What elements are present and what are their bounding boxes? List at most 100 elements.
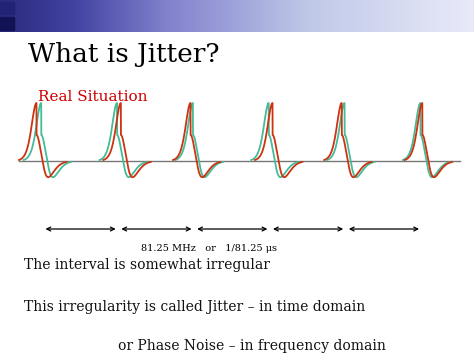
Bar	[264, 0, 265, 32]
Bar	[22, 0, 24, 32]
Bar	[446, 0, 447, 32]
Bar	[199, 0, 201, 32]
Bar	[110, 0, 112, 32]
Bar	[217, 0, 218, 32]
Bar	[428, 0, 430, 32]
Bar	[156, 0, 158, 32]
Bar	[360, 0, 362, 32]
Bar	[52, 0, 54, 32]
Bar	[273, 0, 275, 32]
Bar	[245, 0, 246, 32]
Bar	[286, 0, 288, 32]
Text: What is Jitter?: What is Jitter?	[28, 42, 220, 67]
Bar	[112, 0, 114, 32]
Bar	[77, 0, 79, 32]
Bar	[167, 0, 169, 32]
Bar	[392, 0, 393, 32]
Bar	[237, 0, 238, 32]
Bar	[27, 0, 28, 32]
Bar	[468, 0, 469, 32]
Bar	[423, 0, 425, 32]
Bar	[209, 0, 210, 32]
Bar	[364, 0, 365, 32]
Bar	[9, 0, 11, 32]
Bar	[194, 0, 196, 32]
Bar	[431, 0, 433, 32]
Bar	[238, 0, 240, 32]
Bar	[425, 0, 427, 32]
Bar	[41, 0, 43, 32]
Bar	[62, 0, 63, 32]
Bar	[343, 0, 345, 32]
Bar	[401, 0, 403, 32]
Bar	[272, 0, 273, 32]
Bar	[417, 0, 419, 32]
Bar	[210, 0, 212, 32]
Bar	[365, 0, 366, 32]
Bar	[278, 0, 280, 32]
Bar	[427, 0, 428, 32]
Bar	[54, 0, 55, 32]
Bar	[318, 0, 319, 32]
Bar	[134, 0, 136, 32]
Bar	[400, 0, 401, 32]
Bar	[291, 0, 292, 32]
Bar	[387, 0, 389, 32]
Bar	[460, 0, 461, 32]
Bar	[25, 0, 27, 32]
Bar	[335, 0, 337, 32]
Bar	[288, 0, 289, 32]
Bar	[412, 0, 414, 32]
Bar	[150, 0, 152, 32]
Bar	[270, 0, 272, 32]
Bar	[281, 0, 283, 32]
Bar	[471, 0, 473, 32]
Bar	[452, 0, 454, 32]
Bar	[389, 0, 390, 32]
Bar	[131, 0, 133, 32]
Bar	[13, 0, 14, 32]
Bar	[44, 0, 46, 32]
Bar	[207, 0, 209, 32]
Bar	[38, 0, 39, 32]
Bar	[439, 0, 441, 32]
Bar	[430, 0, 431, 32]
Bar	[148, 0, 150, 32]
Bar	[74, 0, 76, 32]
Bar	[215, 0, 217, 32]
Bar	[450, 0, 452, 32]
Bar	[196, 0, 198, 32]
Bar	[349, 0, 351, 32]
Bar	[109, 0, 110, 32]
Bar	[251, 0, 253, 32]
Bar	[141, 0, 142, 32]
Bar	[362, 0, 364, 32]
Bar	[393, 0, 395, 32]
Bar	[106, 0, 108, 32]
Bar	[55, 0, 57, 32]
Bar	[65, 0, 66, 32]
Bar	[20, 0, 22, 32]
Bar	[352, 0, 354, 32]
Bar	[447, 0, 449, 32]
Bar	[458, 0, 460, 32]
Bar	[127, 0, 128, 32]
Bar	[280, 0, 281, 32]
Bar	[442, 0, 444, 32]
Bar	[51, 0, 52, 32]
Bar	[175, 0, 177, 32]
Bar	[322, 0, 324, 32]
Bar	[125, 0, 127, 32]
Bar	[308, 0, 310, 32]
Bar	[370, 0, 371, 32]
Bar	[307, 0, 308, 32]
Bar	[449, 0, 450, 32]
Bar	[414, 0, 416, 32]
Bar	[465, 0, 466, 32]
Bar	[276, 0, 278, 32]
Bar	[18, 0, 19, 32]
Bar	[305, 0, 307, 32]
Bar	[346, 0, 347, 32]
Bar	[76, 0, 77, 32]
Bar	[186, 0, 188, 32]
